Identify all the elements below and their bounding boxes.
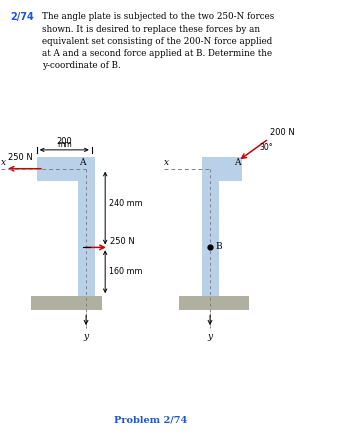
- Bar: [201, 157, 218, 296]
- Text: 200: 200: [56, 137, 72, 146]
- Text: B: B: [215, 242, 222, 251]
- Text: 2/74: 2/74: [10, 12, 34, 22]
- Text: The angle plate is subjected to the two 250-N forces
shown. It is desired to rep: The angle plate is subjected to the two …: [42, 12, 275, 70]
- Text: 200 N: 200 N: [271, 128, 295, 136]
- Text: A: A: [234, 158, 241, 167]
- Text: A: A: [79, 158, 86, 167]
- Bar: [178, 296, 249, 310]
- Text: 240 mm: 240 mm: [109, 199, 142, 208]
- Text: Problem 2/74: Problem 2/74: [114, 416, 187, 425]
- Bar: [77, 157, 95, 296]
- Text: 160 mm: 160 mm: [109, 267, 142, 276]
- Text: 30°: 30°: [260, 143, 273, 152]
- Text: 250 N: 250 N: [9, 153, 33, 161]
- Bar: [201, 157, 242, 181]
- Text: x: x: [164, 158, 170, 167]
- Bar: [31, 296, 102, 310]
- Text: x: x: [1, 158, 6, 167]
- Bar: [37, 157, 92, 181]
- Text: mm: mm: [57, 140, 72, 149]
- Text: y: y: [84, 332, 89, 342]
- Text: 250 N: 250 N: [110, 237, 135, 246]
- Text: y: y: [207, 332, 212, 342]
